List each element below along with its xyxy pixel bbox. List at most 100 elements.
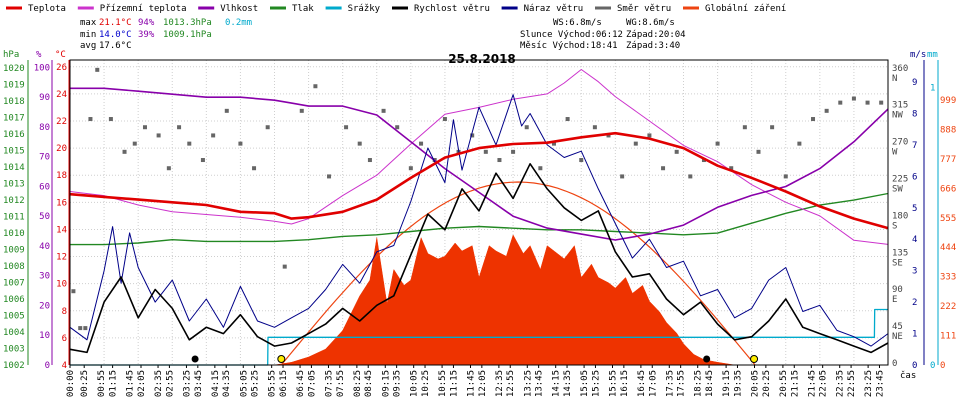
x-tick-label: 15:05: [580, 370, 590, 397]
series-wind-direction-point: [797, 141, 802, 146]
x-tick-label: 17:55: [677, 370, 687, 397]
x-tick-label: 04:35: [222, 370, 232, 397]
axis-rad-tick: 222: [940, 302, 956, 312]
axis-rain-tick: 1: [930, 84, 935, 94]
axis-hpa-tick: 1008: [3, 262, 25, 272]
x-tick-label: 21:15: [790, 370, 800, 397]
axis-hpa-tick: 1012: [3, 196, 25, 206]
series-wind-direction-point: [313, 84, 318, 89]
x-tick-label: 22:55: [847, 370, 857, 397]
axis-temp-tick: 4: [62, 361, 67, 371]
sun-marker-icon: [277, 355, 286, 363]
series-wind-direction-point: [187, 141, 192, 146]
series-wind-direction-point: [579, 158, 584, 163]
series-wind-direction-point: [483, 149, 488, 154]
x-tick-label: 07:05: [307, 370, 317, 397]
axis-hpa-tick: 1017: [3, 114, 25, 124]
series-wind-direction-point: [497, 158, 502, 163]
x-tick-label: 13:45: [535, 370, 545, 397]
axis-rain-unit: mm: [927, 50, 938, 60]
axis-dir-label: SE: [892, 258, 903, 268]
axis-hpa-tick: 1005: [3, 312, 25, 322]
x-tick-label: 20:05: [751, 370, 761, 397]
x-tick-label: 19:35: [733, 370, 743, 397]
axis-wind-tick: 7: [912, 141, 917, 151]
axis-rad-tick: 999: [940, 96, 956, 106]
x-tick-label: 02:05: [137, 370, 147, 397]
axis-hum-tick: 60: [39, 182, 50, 192]
series-line-p-zemn-teplota: [69, 69, 889, 245]
axis-hpa-tick: 1007: [3, 279, 25, 289]
sun-marker-icon: [750, 355, 759, 363]
x-tick-label: 09:35: [393, 370, 403, 397]
series-wind-direction-point: [327, 174, 332, 179]
series-wind-direction-point: [606, 133, 611, 138]
axis-rain-tick: 0: [930, 361, 935, 371]
x-tick-label: 06:45: [296, 370, 306, 397]
axis-hum-tick: 40: [39, 242, 50, 252]
series-wind-direction-point: [442, 117, 447, 122]
series-wind-direction-point: [865, 100, 870, 105]
axis-hpa-tick: 1011: [3, 213, 25, 223]
legend-label: Směr větru: [617, 4, 671, 14]
series-radiation-clearsky: [280, 181, 756, 366]
series-wind-direction-point: [419, 141, 424, 146]
series-wind-direction-point: [592, 125, 597, 130]
x-tick-label: 20:25: [762, 370, 772, 397]
axis-dir-tick: 315: [892, 101, 908, 111]
axis-temp-tick: 12: [56, 253, 67, 263]
series-wind-direction-point: [770, 125, 775, 130]
series-wind-direction-point: [879, 100, 884, 105]
x-tick-label: 00:55: [97, 370, 107, 397]
series-wind-direction-point: [265, 125, 270, 130]
series-wind-direction-point: [633, 141, 638, 146]
axis-wind-tick: 3: [912, 267, 917, 277]
axis-hum-tick: 10: [39, 331, 50, 341]
series-wind-direction-point: [470, 133, 475, 138]
axis-hpa-tick: 1003: [3, 345, 25, 355]
axis-temp-tick: 18: [56, 171, 67, 181]
x-tick-label: 21:45: [807, 370, 817, 397]
stat-avg-label: avg: [80, 41, 96, 51]
stat-min-press: 1009.1hPa: [163, 30, 212, 40]
series-wind-direction-point: [83, 326, 88, 331]
series-wind-direction-point: [565, 117, 570, 122]
series-wind-direction-point: [381, 108, 386, 113]
stat-min-temp: 14.0°C: [99, 30, 132, 40]
x-tick-label: 08:25: [353, 370, 363, 397]
chart-title: 25.8.2018: [448, 52, 516, 66]
axis-wind-tick: 2: [912, 298, 917, 308]
x-tick-label: 17:05: [648, 370, 658, 397]
x-tick-label: 18:25: [694, 370, 704, 397]
x-tick-label: 05:05: [239, 370, 249, 397]
series-wind-direction-point: [811, 117, 816, 122]
series-wind-direction-point: [211, 133, 216, 138]
x-tick-label: 19:15: [722, 370, 732, 397]
series-wind-direction-point: [122, 149, 127, 154]
x-tick-label: 02:55: [165, 370, 175, 397]
series-wind-direction-point: [756, 149, 761, 154]
series-wind-direction-point: [282, 264, 287, 269]
x-tick-label: 09:15: [381, 370, 391, 397]
axis-dir-label: E: [892, 295, 897, 305]
moon-marker-icon: [703, 355, 711, 363]
series-wind-direction-point: [538, 166, 543, 171]
axis-hpa-tick: 1006: [3, 295, 25, 305]
axis-hpa-tick: 1013: [3, 180, 25, 190]
stat-min-label: min: [80, 30, 96, 40]
axis-wind-tick: 5: [912, 204, 917, 214]
series-line-tlak: [70, 192, 889, 246]
axis-temp-unit: °C: [55, 50, 66, 60]
series-wind-direction-point: [156, 133, 161, 138]
series-wind-direction-point: [688, 174, 693, 179]
axis-temp-tick: 22: [56, 117, 67, 127]
series-wind-direction-point: [357, 141, 362, 146]
x-tick-label: 11:15: [449, 370, 459, 397]
legend-label: Náraz větru: [524, 4, 584, 14]
axis-dir-tick: 180: [892, 211, 908, 221]
series-wind-direction-point: [200, 158, 205, 163]
x-tick-label: 12:05: [478, 370, 488, 397]
series-wind-direction-point: [661, 166, 666, 171]
series-wind-direction-point: [551, 141, 556, 146]
